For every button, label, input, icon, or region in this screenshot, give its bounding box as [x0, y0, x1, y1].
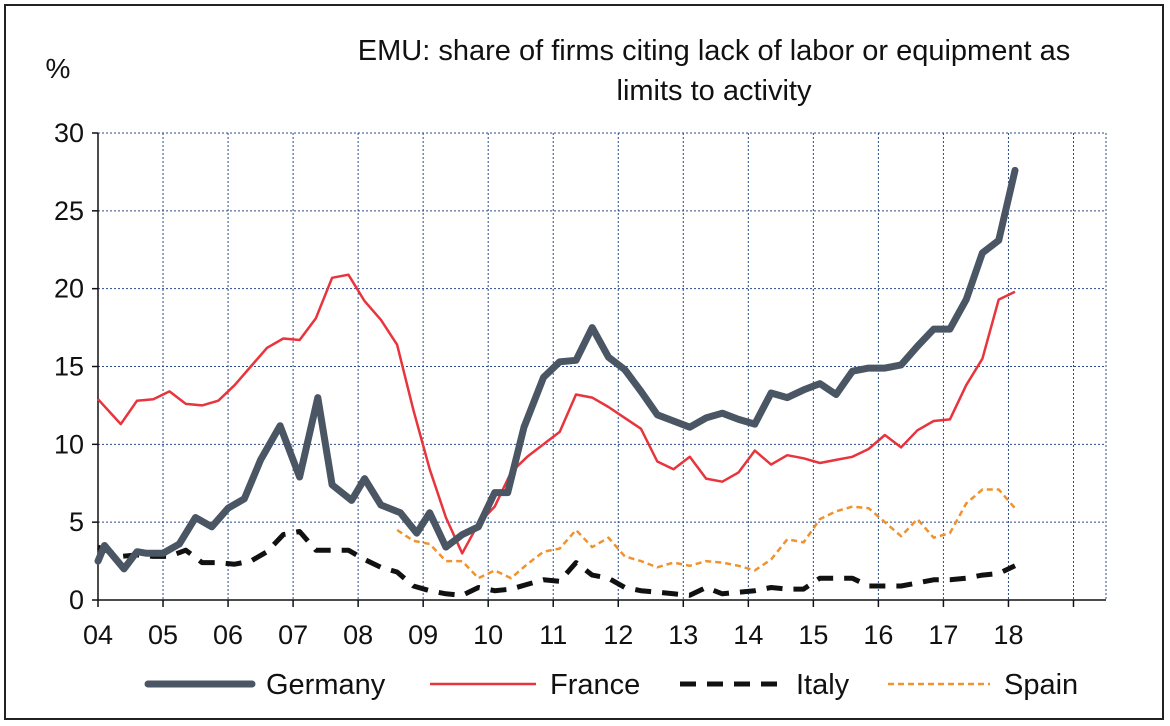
x-tick-label: 16 [863, 620, 893, 650]
x-tick-labels: 04 05 06 07 08 09 10 11 12 13 14 15 16 17 18 [83, 620, 1023, 650]
y-tick-label: 20 [54, 274, 84, 304]
x-tick-label: 13 [668, 620, 698, 650]
series-line-italy [97, 529, 1017, 598]
grid-lines [98, 132, 1107, 600]
series-line-germany [94, 166, 1019, 573]
legend-label-france: France [550, 669, 640, 701]
x-tick-label: 11 [539, 620, 567, 650]
chart-title-line-2: limits to activity [617, 75, 812, 107]
x-tick-label: 12 [603, 620, 633, 650]
legend-label-italy: Italy [796, 669, 850, 701]
x-tick-label: 17 [928, 620, 958, 650]
x-tick-label: 09 [408, 620, 438, 650]
series-lines [94, 166, 1019, 598]
legend: Germany France Italy Spain [144, 669, 1078, 701]
chart-title-line-1: EMU: share of firms citing lack of labor… [358, 35, 1070, 67]
y-axis-unit-label: % [46, 53, 71, 84]
x-tick-label: 07 [278, 620, 308, 650]
x-tick-label: 14 [733, 620, 763, 650]
y-tick-labels: 0 5 10 15 20 25 30 [54, 118, 84, 615]
x-tick-label: 05 [148, 620, 178, 650]
axes [92, 132, 1106, 607]
series-line-spain [396, 488, 1016, 580]
x-tick-label: 08 [343, 620, 373, 650]
y-tick-label: 5 [69, 507, 84, 537]
y-tick-label: 30 [54, 118, 84, 148]
legend-label-spain: Spain [1004, 669, 1078, 701]
series-line-france [97, 273, 1016, 555]
y-tick-label: 15 [54, 352, 84, 382]
legend-label-germany: Germany [266, 669, 386, 701]
x-tick-label: 06 [213, 620, 243, 650]
y-tick-label: 0 [69, 585, 84, 615]
x-tick-label: 10 [473, 620, 503, 650]
x-tick-label: 18 [993, 620, 1023, 650]
y-tick-label: 10 [54, 429, 84, 459]
x-tick-label: 04 [83, 620, 113, 650]
y-tick-label: 25 [54, 196, 84, 226]
x-tick-label: 15 [798, 620, 828, 650]
